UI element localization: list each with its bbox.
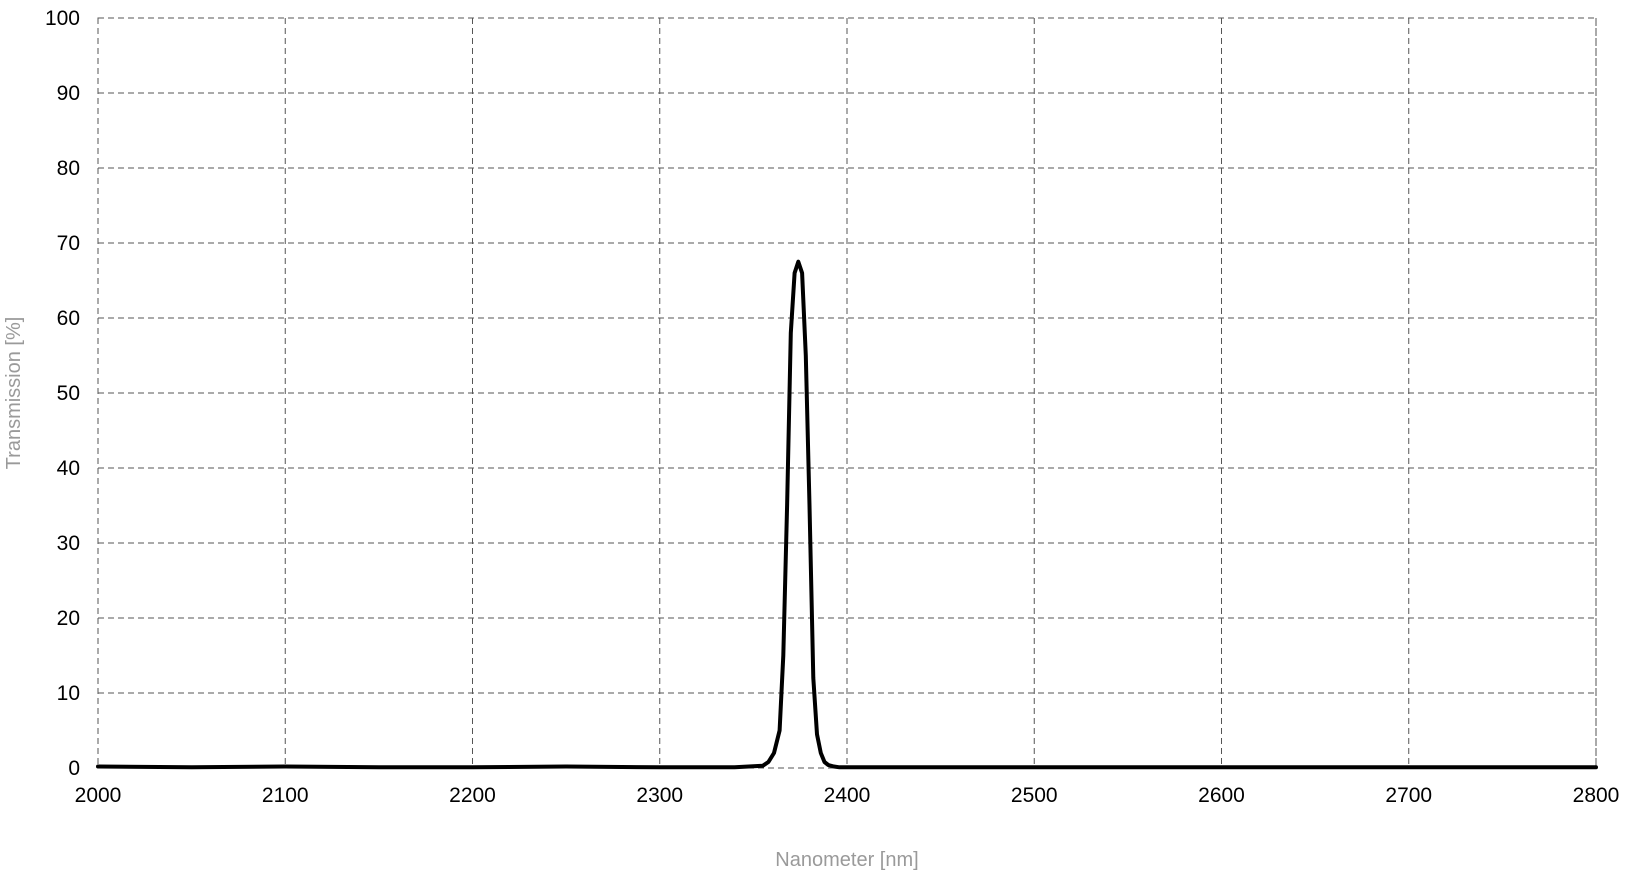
y-tick-label: 30 xyxy=(57,532,80,555)
x-tick-label: 2800 xyxy=(1573,784,1620,807)
y-tick-label: 80 xyxy=(57,157,80,180)
y-tick-label: 20 xyxy=(57,607,80,630)
x-tick-label: 2100 xyxy=(262,784,309,807)
x-tick-label: 2500 xyxy=(1011,784,1058,807)
x-tick-label: 2200 xyxy=(449,784,496,807)
x-tick-label: 2300 xyxy=(636,784,683,807)
grid xyxy=(97,17,1597,769)
x-tick-label: 2000 xyxy=(75,784,122,807)
y-tick-label: 60 xyxy=(57,307,80,330)
tick-labels: 0 10 20 30 40 50 60 70 80 90 100 2000 2100 2200 2300 24… xyxy=(45,7,1619,807)
y-tick-label: 10 xyxy=(57,682,80,705)
x-axis-title: Nanometer [nm] xyxy=(775,849,918,871)
series-layer xyxy=(96,259,1598,770)
y-tick-label: 40 xyxy=(57,457,80,480)
plot-frame xyxy=(97,17,1597,769)
y-tick-label: 0 xyxy=(68,757,80,780)
transmission-series-line xyxy=(96,259,1598,770)
x-tick-label: 2700 xyxy=(1385,784,1432,807)
y-axis-title: Transmission [%] xyxy=(3,317,25,470)
y-tick-label: 90 xyxy=(57,82,80,105)
y-tick-label: 100 xyxy=(45,7,80,30)
x-tick-label: 2600 xyxy=(1198,784,1245,807)
y-tick-label: 70 xyxy=(57,232,80,255)
x-tick-label: 2400 xyxy=(824,784,871,807)
y-tick-label: 50 xyxy=(57,382,80,405)
